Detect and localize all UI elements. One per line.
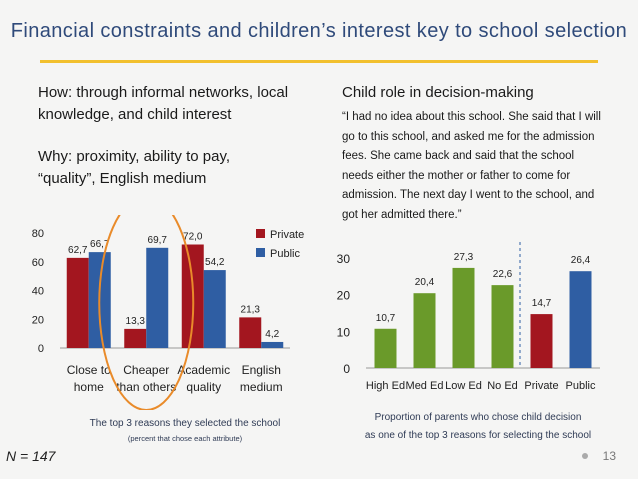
x-tick-label: High Ed: [366, 380, 405, 392]
x-tick-label: Close to: [67, 363, 111, 377]
bar-public: [146, 247, 169, 348]
x-tick-label: than others: [116, 380, 176, 394]
x-tick-label: home: [74, 380, 104, 394]
bar-private: [124, 328, 147, 348]
bar-private: [66, 257, 89, 348]
how-line-2: knowledge, and child interest: [38, 106, 232, 123]
bar-private: [239, 317, 262, 348]
legend-swatch-public: [256, 248, 265, 257]
x-tick-label: Academic: [177, 363, 230, 377]
bar: [413, 293, 436, 368]
bar: [374, 328, 397, 368]
y-tick-label: 20: [32, 314, 44, 326]
y-tick-label: 40: [32, 286, 44, 298]
data-label: 62,7: [68, 245, 88, 256]
data-label: 27,3: [454, 252, 474, 263]
page-dot-icon: [582, 453, 588, 459]
x-tick-label: English: [242, 363, 281, 377]
why-line-2: “quality”, English medium: [38, 170, 207, 187]
slide-title: Financial constraints and children’s int…: [10, 20, 628, 42]
y-tick-label: 80: [32, 228, 44, 240]
school-reasons-chart: 0 20 40 60 80 62,766,7 Close to home 13,3 69,7 Che…: [32, 215, 304, 410]
why-line-1: Why: proximity, ability to pay,: [38, 148, 230, 165]
parent-quote: “I had no idea about this school. She sa…: [342, 111, 601, 221]
right-caption-1: Proportion of parents who chose child de…: [374, 412, 582, 423]
title-underline: [40, 60, 598, 63]
data-label: 13,3: [126, 316, 146, 327]
x-tick-label: quality: [186, 380, 221, 394]
why-heading: Why: proximity, ability to pay, “quality…: [38, 146, 230, 190]
x-tick-label: Public: [566, 380, 596, 392]
bar: [452, 267, 475, 368]
bar-public: [261, 341, 284, 348]
sample-size-label: N = 147: [6, 448, 56, 464]
y-tick-label: 0: [343, 362, 350, 376]
bar: [491, 285, 514, 368]
x-tick-label: No Ed: [487, 380, 518, 392]
page-number: 13: [602, 449, 616, 463]
data-label: 14,7: [532, 298, 552, 309]
how-heading: How: through informal networks, local kn…: [38, 82, 288, 126]
data-label: 72,0: [183, 232, 203, 243]
left-caption-1: The top 3 reasons they selected the scho…: [89, 418, 281, 429]
x-tick-label: Med Ed: [406, 380, 444, 392]
data-label: 54,2: [205, 257, 225, 268]
right-caption-2: as one of the top 3 reasons for selectin…: [364, 430, 592, 441]
x-tick-label: Cheaper: [123, 363, 169, 377]
left-caption-2: (percent that chose each attribute): [127, 434, 243, 443]
data-label: 20,4: [415, 277, 435, 288]
bar-public: [203, 270, 226, 348]
y-tick-label: 20: [337, 289, 351, 303]
y-tick-label: 30: [337, 252, 351, 266]
how-line-1: How: through informal networks, local: [38, 84, 289, 101]
y-tick-label: 10: [337, 325, 351, 339]
y-tick-label: 0: [38, 343, 44, 355]
data-label: 10,7: [376, 313, 396, 324]
highlight-ellipse: [98, 215, 195, 410]
x-tick-label: Private: [524, 380, 558, 392]
bar: [569, 271, 592, 368]
data-label: 21,3: [241, 304, 261, 315]
x-tick-label: Low Ed: [445, 380, 482, 392]
x-tick-label: medium: [240, 380, 283, 394]
data-label: 4,2: [265, 329, 279, 340]
legend-label-private: Private: [270, 229, 304, 241]
legend-label-public: Public: [270, 248, 300, 260]
data-label: 66,7: [90, 239, 110, 250]
data-label: 22,6: [493, 269, 513, 280]
y-tick-label: 60: [32, 257, 44, 269]
child-role-heading: Child role in decision-making: [342, 84, 534, 101]
child-decision-chart: 0 10 20 30 10,7 High Ed 20,4 Med Ed 27,3 Low Ed 22…: [337, 242, 600, 392]
legend-swatch-private: [256, 229, 265, 238]
bar: [530, 314, 553, 368]
data-label: 26,4: [571, 255, 591, 266]
data-label: 69,7: [148, 235, 168, 246]
